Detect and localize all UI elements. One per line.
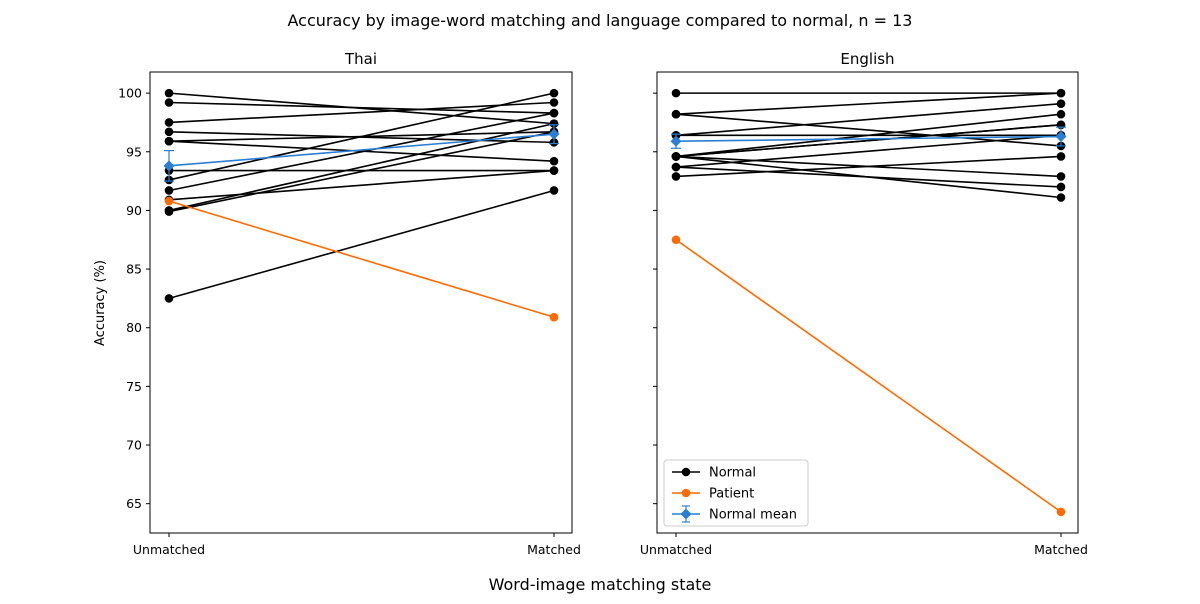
- x-tick-label: Unmatched: [640, 542, 712, 557]
- normal-point: [1057, 110, 1066, 119]
- normal-mean-point: [671, 136, 682, 147]
- legend-label: Normal: [709, 466, 756, 481]
- normal-segment: [676, 93, 1061, 114]
- normal-segment: [169, 113, 554, 190]
- legend-marker: [682, 489, 691, 498]
- normal-point: [550, 186, 559, 195]
- x-tick-label: Matched: [527, 542, 581, 557]
- normal-segment: [169, 102, 554, 113]
- normal-point: [165, 207, 174, 216]
- patient-line: [165, 197, 559, 322]
- patient-segment: [169, 201, 554, 317]
- normal-mean-point: [1056, 131, 1067, 142]
- patient-point: [165, 197, 174, 206]
- normal-point: [550, 89, 559, 98]
- normal-segment: [169, 171, 554, 200]
- normal-point: [1057, 89, 1066, 98]
- y-tick-label: 70: [126, 438, 142, 453]
- normal-point: [165, 118, 174, 127]
- normal-point: [550, 109, 559, 118]
- patient-point: [550, 313, 559, 322]
- normal-point: [1057, 172, 1066, 181]
- y-tick-label: 85: [126, 262, 142, 277]
- normal-point: [165, 98, 174, 107]
- panels: Thai 65 70 75 80 85 90 95 100 Unmatched Matched Eng…: [118, 50, 1088, 557]
- y-tick-label: 90: [126, 203, 142, 218]
- normal-point: [672, 110, 681, 119]
- normal-line: [165, 186, 559, 303]
- y-tick-label: 80: [126, 320, 142, 335]
- legend-marker: [682, 468, 691, 477]
- legend-label: Patient: [709, 487, 754, 502]
- patient-point: [672, 235, 681, 244]
- normal-point: [672, 172, 681, 181]
- y-axis-label: Accuracy (%): [93, 260, 108, 346]
- figure-title: Accuracy by image-word matching and lang…: [288, 11, 913, 30]
- panel-title: Thai: [344, 50, 377, 68]
- x-axis-label: Word-image matching state: [489, 575, 712, 594]
- normal-line: [165, 109, 559, 195]
- normal-point: [550, 98, 559, 107]
- normal-line: [165, 98, 559, 127]
- normal-point: [1057, 193, 1066, 202]
- legend: Normal Patient Normal mean: [664, 460, 808, 526]
- normal-point: [1057, 183, 1066, 192]
- normal-line: [165, 98, 559, 117]
- normal-point: [1057, 152, 1066, 161]
- normal-point: [672, 152, 681, 161]
- normal-point: [165, 128, 174, 137]
- x-tick-label: Unmatched: [133, 542, 205, 557]
- normal-point: [165, 137, 174, 146]
- y-tick-label: 75: [126, 379, 142, 394]
- y-tick-label: 95: [126, 144, 142, 159]
- normal-segment: [676, 167, 1061, 187]
- normal-point: [165, 89, 174, 98]
- panel-title: English: [840, 50, 894, 68]
- normal-mean-segment: [169, 134, 554, 166]
- patient-point: [1057, 508, 1066, 517]
- normal-point: [1057, 99, 1066, 108]
- panel-thai: Thai 65 70 75 80 85 90 95 100 Unmatched Matched: [118, 50, 581, 557]
- y-tick-label: 65: [126, 496, 142, 511]
- normal-point: [165, 294, 174, 303]
- normal-point: [550, 157, 559, 166]
- y-tick-label: 100: [118, 86, 142, 101]
- normal-point: [672, 163, 681, 172]
- normal-point: [672, 89, 681, 98]
- normal-point: [165, 186, 174, 195]
- normal-segment: [169, 190, 554, 298]
- legend-label: Normal mean: [709, 508, 797, 523]
- normal-point: [550, 166, 559, 175]
- x-tick-label: Matched: [1034, 542, 1088, 557]
